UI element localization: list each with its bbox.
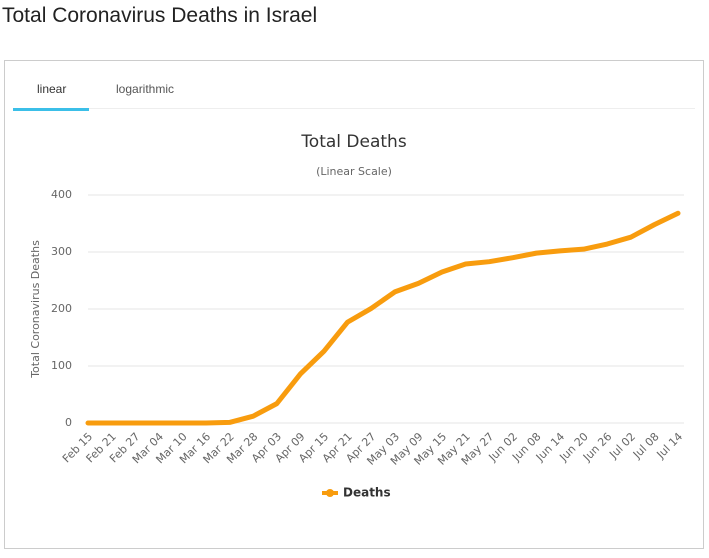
chart-subtitle: (Linear Scale) xyxy=(316,165,392,178)
data-line xyxy=(85,210,681,426)
tab[interactable]: logarithmic xyxy=(116,82,175,96)
y-tick-label: 400 xyxy=(51,188,72,201)
x-tick-label: Jul 08 xyxy=(630,430,662,462)
x-tick-label: Jul 02 xyxy=(606,430,638,462)
y-tick-label: 0 xyxy=(65,416,72,429)
page-title: Total Coronavirus Deaths in Israel xyxy=(2,4,318,27)
legend-label: Deaths xyxy=(343,486,391,500)
x-tick-label: Jul 14 xyxy=(654,430,686,462)
y-tick-label: 300 xyxy=(51,245,72,258)
tab-indicator xyxy=(13,108,89,111)
chart-title: Total Deaths xyxy=(300,132,407,152)
y-axis-label: Total Coronavirus Deaths xyxy=(29,240,42,379)
y-tick-label: 200 xyxy=(51,302,72,315)
legend-marker xyxy=(326,489,334,497)
y-tick-label: 100 xyxy=(51,359,72,372)
tab-divider xyxy=(89,108,695,109)
tab[interactable]: linear xyxy=(37,82,67,96)
card xyxy=(4,60,704,549)
